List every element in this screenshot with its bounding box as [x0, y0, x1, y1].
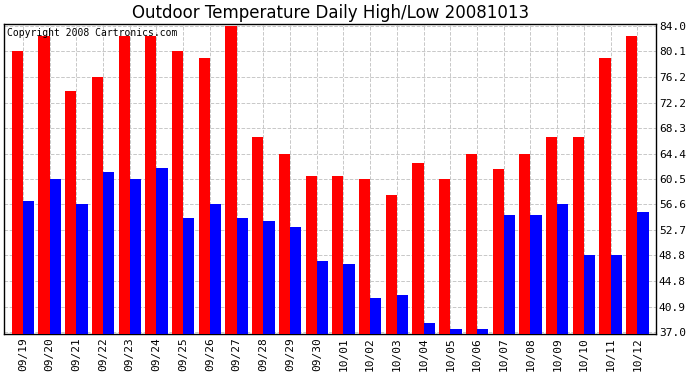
Bar [145, 36, 157, 375]
Bar [504, 215, 515, 375]
Bar [317, 261, 328, 375]
Bar [77, 204, 88, 375]
Bar [65, 91, 77, 375]
Bar [183, 218, 195, 375]
Bar [103, 172, 115, 375]
Bar [386, 195, 397, 375]
Bar [199, 58, 210, 375]
Bar [279, 154, 290, 375]
Bar [39, 36, 50, 375]
Bar [477, 329, 489, 375]
Bar [546, 136, 558, 375]
Bar [23, 201, 34, 375]
Bar [531, 215, 542, 375]
Bar [600, 58, 611, 375]
Bar [333, 176, 344, 375]
Bar [210, 204, 221, 375]
Bar [290, 226, 302, 375]
Bar [359, 179, 371, 375]
Bar [558, 204, 569, 375]
Bar [50, 179, 61, 375]
Bar [626, 36, 638, 375]
Bar [252, 136, 264, 375]
Bar [371, 298, 382, 375]
Bar [306, 176, 317, 375]
Bar [466, 154, 477, 375]
Bar [237, 218, 248, 375]
Bar [264, 221, 275, 375]
Bar [424, 322, 435, 375]
Bar [344, 264, 355, 375]
Bar [397, 294, 408, 375]
Bar [573, 136, 584, 375]
Bar [584, 255, 595, 375]
Bar [611, 255, 622, 375]
Text: Copyright 2008 Cartronics.com: Copyright 2008 Cartronics.com [8, 28, 178, 38]
Bar [119, 36, 130, 375]
Bar [451, 329, 462, 375]
Bar [439, 179, 451, 375]
Bar [520, 154, 531, 375]
Bar [638, 211, 649, 375]
Bar [130, 179, 141, 375]
Bar [493, 169, 504, 375]
Bar [172, 51, 183, 375]
Bar [226, 26, 237, 375]
Bar [92, 76, 103, 375]
Bar [413, 163, 424, 375]
Bar [12, 51, 23, 375]
Bar [157, 168, 168, 375]
Title: Outdoor Temperature Daily High/Low 20081013: Outdoor Temperature Daily High/Low 20081… [132, 4, 529, 22]
